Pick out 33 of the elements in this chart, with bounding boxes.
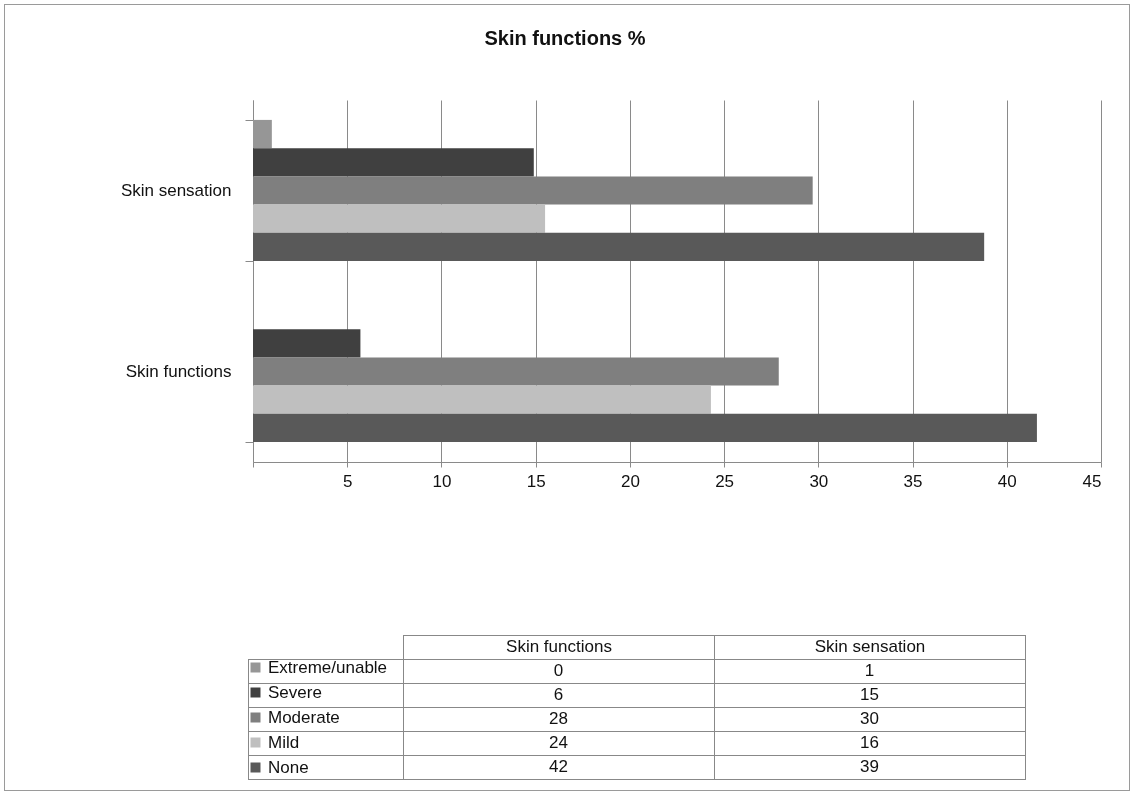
x-tick-label: 45 (1082, 471, 1102, 491)
legend-label: Mild (268, 732, 300, 752)
x-tick-label: 5 (342, 471, 353, 491)
x-tick-label: 10 (432, 471, 452, 491)
data-label: 42 (549, 757, 568, 776)
bar (253, 232, 985, 262)
data-label: 28 (549, 709, 568, 728)
data-label: 6 (553, 685, 564, 704)
category-label: Skin functions (506, 636, 612, 656)
x-tick-label: 35 (903, 471, 923, 491)
data-label: 16 (860, 733, 879, 752)
data-label: 30 (860, 709, 879, 728)
data-label: 39 (860, 757, 879, 776)
bar (253, 385, 711, 414)
chart-title: Skin functions % (484, 27, 646, 49)
bar (253, 329, 361, 358)
x-tick-label: 30 (809, 471, 829, 491)
legend-label: Severe (268, 682, 322, 702)
legend-label: None (268, 757, 309, 777)
category-label: Skin sensation (814, 636, 926, 656)
legend-label: Moderate (268, 707, 340, 727)
data-label: 0 (553, 661, 564, 680)
data-label: 15 (860, 685, 879, 704)
x-tick-label: 15 (526, 471, 546, 491)
bar (253, 204, 546, 233)
data-label: 24 (549, 733, 568, 752)
x-tick-label: 40 (997, 471, 1017, 491)
bar (253, 413, 1037, 443)
x-tick-label: 20 (620, 471, 640, 491)
legend-label: Extreme/unable (268, 657, 388, 677)
x-tick-label: 25 (715, 471, 735, 491)
bar (253, 148, 534, 177)
data-label: 1 (864, 661, 875, 680)
